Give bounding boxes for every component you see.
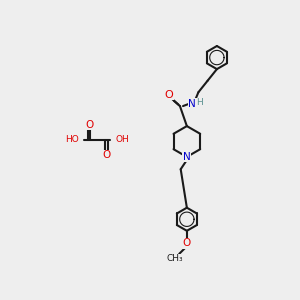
Text: O: O bbox=[85, 119, 93, 130]
Text: N: N bbox=[183, 152, 191, 162]
Text: N: N bbox=[188, 99, 196, 109]
Text: O: O bbox=[165, 89, 173, 100]
Text: H: H bbox=[196, 98, 203, 107]
Text: OH: OH bbox=[115, 136, 129, 145]
Text: O: O bbox=[103, 150, 111, 160]
Text: O: O bbox=[183, 238, 191, 248]
Text: CH₃: CH₃ bbox=[167, 254, 184, 263]
Text: HO: HO bbox=[65, 136, 79, 145]
